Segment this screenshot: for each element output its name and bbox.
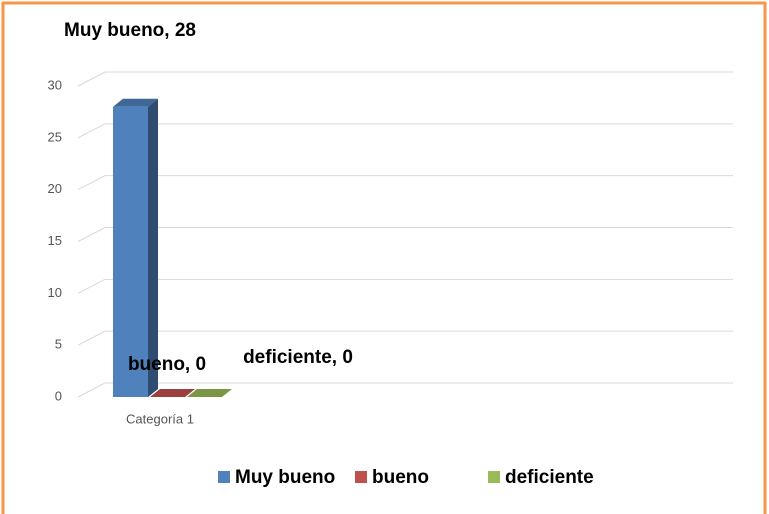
legend-label: deficiente: [505, 467, 594, 488]
data-label: Muy bueno, 28: [64, 20, 196, 41]
legend-swatch: [218, 471, 230, 483]
grid-line: [77, 278, 733, 294]
bar-top: [150, 389, 195, 397]
bar: [113, 106, 148, 397]
y-tick-label: 30: [48, 77, 62, 92]
y-tick-label: 15: [48, 233, 62, 248]
grid-line: [77, 382, 733, 398]
data-label: bueno, 0: [127, 354, 207, 375]
y-tick-label: 25: [48, 129, 62, 144]
legend-swatch: [355, 471, 367, 483]
grid-line: [77, 330, 733, 346]
grid-line: [77, 71, 733, 87]
x-tick-label: Categoría 1: [126, 411, 194, 426]
y-tick-label: 20: [48, 181, 62, 196]
y-tick-label: 10: [48, 285, 62, 300]
grid-line: [77, 123, 733, 139]
bar-side: [148, 98, 158, 397]
legend-label: bueno: [372, 467, 429, 488]
data-label: deficiente, 0: [243, 347, 353, 368]
y-tick-label: 5: [55, 337, 62, 352]
bar-top: [113, 98, 158, 107]
bar-top: [187, 389, 232, 397]
grid-line: [77, 175, 733, 191]
grid-line: [77, 227, 733, 242]
y-tick-label: 0: [55, 388, 62, 403]
legend-label: Muy bueno: [235, 467, 335, 488]
legend-swatch: [488, 471, 500, 483]
